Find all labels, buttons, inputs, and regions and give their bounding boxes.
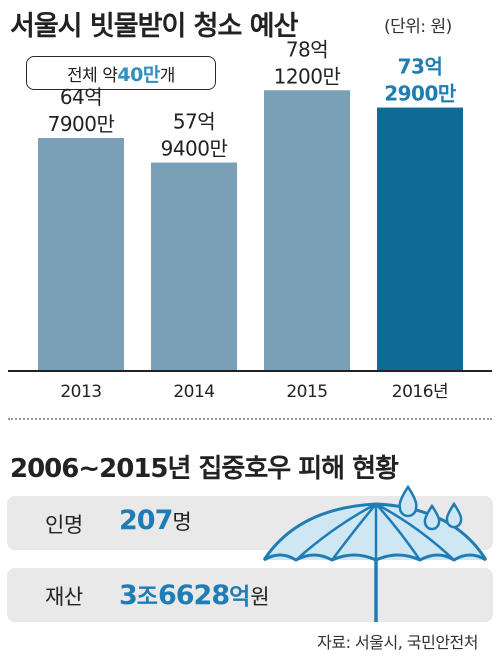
unit-label: (단위: 원) <box>384 17 452 37</box>
data-label: 9400만 <box>161 137 228 161</box>
property-hundred-million: 6628 <box>157 580 230 611</box>
data-label: 64억 <box>60 85 102 109</box>
note-prefix: 전체 약 <box>67 65 118 86</box>
x-tick-label: 2015 <box>286 382 327 402</box>
raindrop-icon <box>398 484 418 518</box>
data-label: 78억 <box>286 37 328 61</box>
x-tick-label: 2013 <box>60 382 101 402</box>
raindrop-icon <box>445 501 463 529</box>
bar-2016년 <box>377 107 463 370</box>
stat-label: 인명 <box>45 513 83 537</box>
trillion-unit: 조 <box>136 584 158 610</box>
chart-title: 서울시 빗물받이 청소 예산 <box>10 11 298 42</box>
stat-row-property: 재산 3조6628억원 <box>7 568 493 622</box>
property-trillion: 3 <box>119 580 138 611</box>
note-suffix: 개 <box>159 65 176 86</box>
data-label: 2900만 <box>384 82 457 106</box>
stat-value: 207명 <box>119 505 192 536</box>
data-label: 1200만 <box>274 64 341 88</box>
casualty-count: 207 <box>119 505 173 536</box>
hundred-million-unit: 억 <box>229 584 251 610</box>
bar-chart: 64억 7900만 2013 57억 9400만 2014 78억 1200만 2015 73억 2… <box>8 37 492 402</box>
section-title: 2006~2015년 집중호우 피해 현황 <box>10 454 399 484</box>
source-note: 자료: 서울시, 국민안전처 <box>317 633 478 652</box>
data-label: 57억 <box>173 110 215 134</box>
bar-2015 <box>264 90 350 370</box>
raindrop-icon <box>423 503 441 531</box>
data-label: 73억 <box>398 55 443 79</box>
casualty-unit: 명 <box>172 510 192 534</box>
won-unit: 원 <box>250 585 270 609</box>
note-highlight: 40만 <box>117 63 160 86</box>
data-label: 7900만 <box>48 112 115 136</box>
bar-2014 <box>151 162 237 370</box>
x-tick-label: 2016년 <box>392 382 448 402</box>
total-note-box: 전체 약 40만 개 <box>26 56 216 90</box>
stat-label: 재산 <box>45 585 83 609</box>
section-divider <box>8 418 492 420</box>
umbrella-icon <box>262 484 488 622</box>
stat-value: 3조6628억원 <box>119 577 270 611</box>
bar-2013 <box>38 138 124 370</box>
x-tick-label: 2014 <box>173 382 214 402</box>
